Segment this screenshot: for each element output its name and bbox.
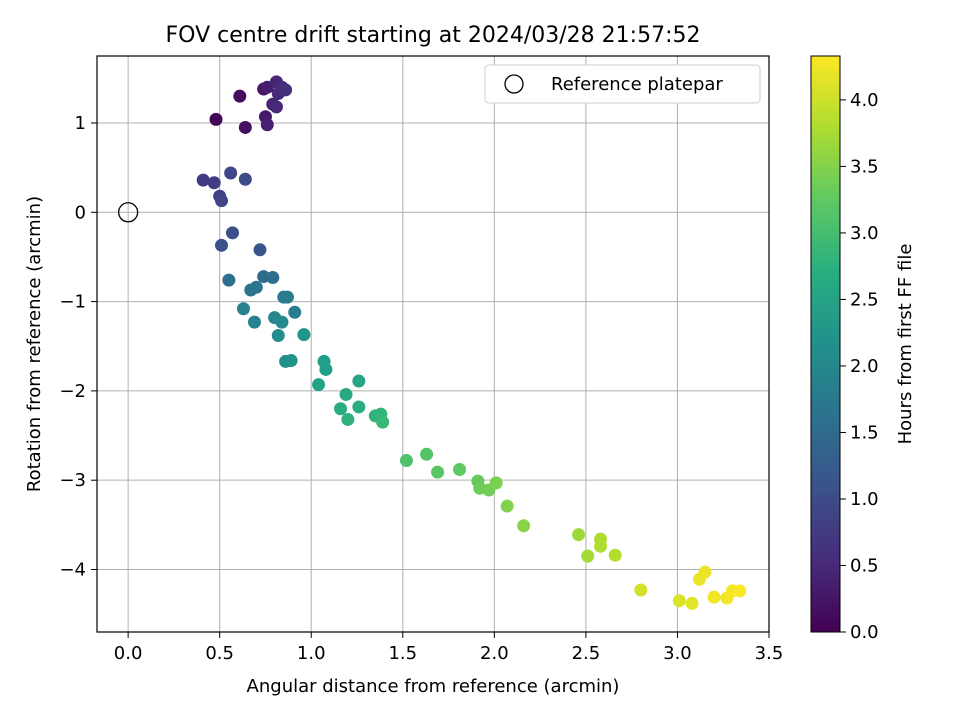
data-point <box>207 176 221 190</box>
data-point <box>431 465 445 479</box>
data-point <box>260 118 274 132</box>
chart-title: FOV centre drift starting at 2024/03/28 … <box>166 23 701 48</box>
legend: Reference platepar <box>484 64 761 104</box>
legend-box <box>484 64 761 104</box>
data-point <box>698 565 712 579</box>
legend-label: Reference platepar <box>551 74 723 95</box>
data-point <box>707 590 721 604</box>
data-point <box>238 172 252 186</box>
data-point <box>572 528 586 542</box>
colorbar-tick-label: 1.0 <box>850 489 879 510</box>
colorbar-tick-label: 2.0 <box>850 356 879 377</box>
x-tick-label: 2.5 <box>572 643 601 664</box>
data-point <box>319 362 333 376</box>
colorbar-tick-label: 3.0 <box>850 223 879 244</box>
y-tick-label: 0 <box>75 202 86 223</box>
data-point <box>225 226 239 240</box>
data-point <box>196 173 210 187</box>
y-tick-label: −2 <box>59 381 86 402</box>
data-points <box>196 75 747 610</box>
data-point <box>233 89 247 103</box>
data-point <box>288 305 302 319</box>
data-point <box>215 194 229 208</box>
colorbar-tick-label: 1.5 <box>850 422 879 443</box>
data-point <box>238 120 252 134</box>
x-tick-label: 0.0 <box>114 643 143 664</box>
colorbar-tick-label: 3.5 <box>850 156 879 177</box>
data-point <box>376 415 390 429</box>
y-tick-label: 1 <box>75 113 86 134</box>
data-point <box>399 454 413 468</box>
data-point <box>420 447 434 461</box>
data-point <box>224 166 238 180</box>
x-axis-label: Angular distance from reference (arcmin) <box>247 676 620 697</box>
data-point <box>594 539 608 553</box>
data-point <box>517 519 531 533</box>
x-axis-ticks: 0.0 0.5 1.0 1.5 2.0 2.5 3.0 3.5 <box>114 632 784 664</box>
y-tick-label: −1 <box>59 292 86 313</box>
data-point <box>581 549 595 563</box>
y-axis-ticks: −4 −3 −2 −1 0 1 <box>59 113 97 580</box>
x-tick-label: 1.5 <box>388 643 417 664</box>
colorbar-tick-label: 0.5 <box>850 555 879 576</box>
data-point <box>284 354 298 368</box>
data-point <box>672 594 686 608</box>
data-point <box>489 476 503 490</box>
data-point <box>253 243 267 257</box>
legend-reference-marker <box>504 74 524 94</box>
data-point <box>341 412 355 426</box>
x-tick-label: 0.5 <box>205 643 234 664</box>
data-point <box>271 329 285 343</box>
x-tick-label: 3.0 <box>663 643 692 664</box>
colorbar-tick-label: 2.5 <box>850 289 879 310</box>
reference-platepar-marker <box>117 202 139 223</box>
data-point <box>236 302 250 316</box>
x-tick-label: 2.0 <box>480 643 509 664</box>
data-point <box>685 596 699 610</box>
data-point <box>500 499 514 513</box>
data-point <box>352 400 366 414</box>
data-point <box>247 315 261 329</box>
data-point <box>280 290 294 304</box>
data-point <box>352 374 366 388</box>
data-point <box>275 315 289 329</box>
colorbar-gradient <box>810 55 841 633</box>
data-point <box>608 548 622 562</box>
data-point <box>312 378 326 392</box>
y-tick-label: −4 <box>59 559 86 580</box>
data-point <box>249 280 263 294</box>
data-point <box>453 462 467 476</box>
data-point <box>266 270 280 284</box>
reference-marker-layer <box>117 202 139 223</box>
data-point <box>209 112 223 126</box>
plot-area-frame <box>96 55 770 633</box>
colorbar-ticks: 0.0 0.5 1.0 1.5 2.0 2.5 3.0 3.5 4.0 <box>840 90 879 643</box>
data-point <box>733 584 747 598</box>
colorbar-tick-label: 0.0 <box>850 622 879 643</box>
data-point <box>334 402 348 416</box>
grid <box>97 56 770 632</box>
data-point <box>269 100 283 114</box>
colorbar-label: Hours from first FF file <box>895 244 916 445</box>
x-tick-label: 1.0 <box>297 643 326 664</box>
data-point <box>215 238 229 252</box>
data-point <box>297 328 311 342</box>
data-point <box>339 387 353 401</box>
colorbar: 0.0 0.5 1.0 1.5 2.0 2.5 3.0 3.5 4.0 Hours from f… <box>810 55 916 643</box>
data-point <box>634 583 648 597</box>
x-tick-label: 3.5 <box>755 643 784 664</box>
y-tick-label: −3 <box>59 470 86 491</box>
data-point <box>222 273 236 287</box>
y-axis-label: Rotation from reference (arcmin) <box>24 196 45 492</box>
data-point <box>279 83 293 97</box>
colorbar-tick-label: 4.0 <box>850 90 879 111</box>
